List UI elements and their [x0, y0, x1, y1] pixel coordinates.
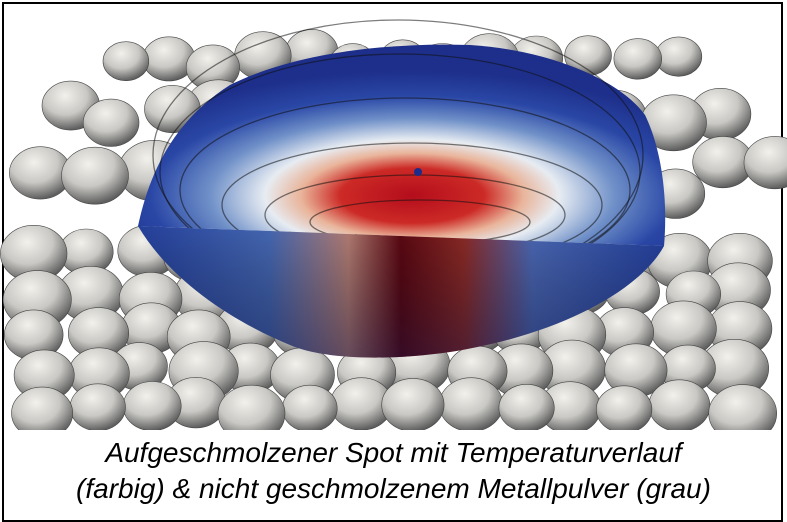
powder-particle [69, 383, 126, 430]
powder-particle [498, 384, 555, 430]
caption-line: (farbig) & nicht geschmolzenem Metallpul… [76, 473, 711, 504]
powder-particle [743, 136, 787, 190]
powder-particle [282, 384, 338, 430]
melt-pool-section-shade [138, 226, 664, 358]
powder-particle [82, 98, 140, 147]
melt-pool [138, 19, 666, 358]
powder-particle [381, 378, 445, 430]
powder-particle [122, 381, 182, 430]
powder-particle [217, 384, 286, 430]
melt-pool-surface [138, 44, 666, 246]
caption-line: Aufgeschmolzener Spot mit Temperaturverl… [105, 437, 682, 468]
marker-dot [414, 168, 422, 176]
powder-particle [439, 377, 504, 430]
powder-particle [648, 379, 711, 430]
powder-particle [655, 36, 703, 77]
powder-particle [613, 38, 662, 80]
simulation-image [0, 19, 787, 430]
powder-particle [708, 384, 777, 430]
powder-particle [61, 146, 129, 205]
powder-particle [102, 41, 150, 82]
powder-particle [11, 386, 73, 430]
powder-particle [596, 385, 653, 430]
